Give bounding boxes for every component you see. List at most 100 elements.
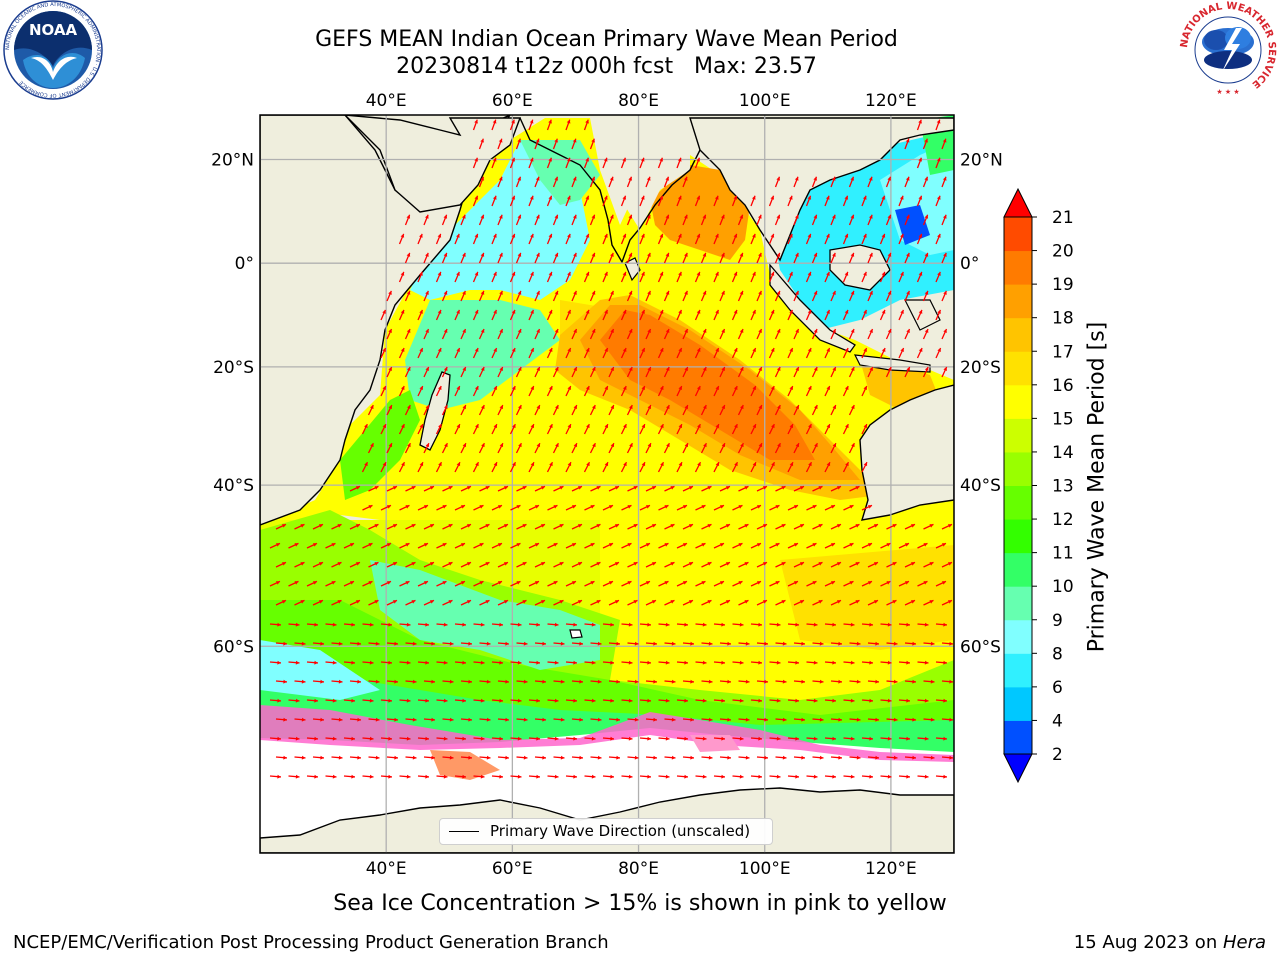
- lat-label-right: 20°S: [960, 358, 1001, 378]
- wave-arrow-head: [725, 486, 730, 490]
- wave-arrow-head: [738, 505, 743, 509]
- wave-arrow-head: [628, 622, 633, 627]
- wave-arrow-head: [696, 195, 701, 200]
- wave-arrow-head: [688, 524, 693, 528]
- wave-arrow-head: [610, 660, 614, 665]
- wave-arrow-head: [275, 581, 280, 585]
- wave-arrow-head: [799, 562, 804, 566]
- wave-arrow-head: [499, 214, 503, 219]
- wave-arrow-head: [400, 233, 405, 238]
- wave-arrow-head: [530, 233, 534, 238]
- wave-arrow-head: [332, 774, 337, 779]
- wave-arrow-head: [682, 505, 687, 509]
- wave-arrow-head: [887, 736, 892, 741]
- wave-arrow-head: [832, 443, 837, 448]
- wave-arrow-head: [608, 505, 613, 509]
- wave-arrow-head: [560, 717, 565, 722]
- bay-of-bengal-orange: [650, 165, 750, 260]
- wave-arrow-head: [795, 774, 799, 779]
- wave-arrow-head: [518, 443, 522, 448]
- wave-arrow-head: [579, 641, 583, 646]
- wave-arrow-head: [739, 622, 744, 627]
- wave-arrow-head: [548, 347, 553, 352]
- wave-arrow-head: [314, 622, 318, 627]
- wave-arrow-head: [368, 581, 373, 585]
- wave-arrow-head: [892, 600, 897, 604]
- wave-arrow-head: [873, 600, 878, 604]
- lat-label-left: 0°: [235, 254, 254, 274]
- wave-arrow-head: [534, 543, 539, 547]
- wave-arrow-head: [707, 486, 712, 490]
- wave-arrow-head: [590, 505, 595, 509]
- wave-arrow-head: [388, 698, 392, 703]
- wave-arrow-head: [382, 462, 387, 467]
- wave-arrow-head: [622, 386, 627, 391]
- wave-arrow-head: [616, 679, 620, 684]
- wave-arrow-head: [789, 347, 793, 352]
- wave-arrow-head: [573, 774, 577, 779]
- wave-arrow-head: [474, 119, 478, 124]
- wave-arrow-head: [733, 233, 738, 238]
- wave-arrow-head: [591, 698, 596, 703]
- wave-arrow-head: [771, 462, 775, 467]
- wave-arrow-head: [850, 698, 855, 703]
- wave-arrow-head: [554, 774, 559, 779]
- wave-arrow-head: [814, 405, 818, 410]
- wave-arrow-head: [762, 562, 767, 566]
- wave-arrow-head: [300, 524, 305, 528]
- wave-arrow-head: [826, 309, 830, 314]
- wave-arrow-head: [628, 176, 632, 181]
- wave-arrow-head: [314, 736, 318, 741]
- wave-arrow-head: [813, 290, 818, 295]
- wave-arrow-head: [799, 600, 804, 604]
- wave-arrow-head: [475, 424, 479, 429]
- wave-arrow-head: [332, 736, 337, 741]
- wave-arrow-head: [703, 405, 707, 410]
- wave-arrow-head: [571, 505, 576, 509]
- wave-arrow-head: [807, 195, 812, 200]
- wave-arrow-head: [567, 424, 572, 429]
- wave-arrow-head: [438, 462, 442, 467]
- wave-arrow-head: [628, 660, 633, 665]
- wave-arrow-head: [851, 443, 855, 448]
- wave-arrow-head: [623, 424, 627, 429]
- wave-arrow-head: [448, 562, 453, 566]
- wave-arrow-head: [677, 195, 682, 200]
- wave-arrow-head: [844, 233, 849, 238]
- wave-arrow-head: [781, 524, 786, 528]
- wave-arrow-head: [431, 641, 435, 646]
- arabian-sea-green: [520, 140, 600, 205]
- wave-arrow-head: [647, 736, 651, 741]
- wave-arrow-head: [670, 600, 675, 604]
- wave-arrow-head: [443, 252, 448, 257]
- wave-arrow-head: [844, 271, 849, 276]
- wave-arrow-head: [357, 679, 361, 684]
- wave-arrow-head: [659, 309, 664, 314]
- wave-arrow-head: [807, 233, 812, 238]
- wave-arrow-head: [462, 622, 466, 627]
- wave-arrow-head: [912, 717, 916, 722]
- wave-arrow-head: [838, 679, 842, 684]
- wave-arrow-head: [567, 386, 571, 391]
- wave-arrow-head: [947, 524, 952, 528]
- wave-arrow-head: [887, 367, 892, 372]
- wave-arrow-head: [924, 736, 929, 741]
- wave-arrow-head: [794, 176, 799, 181]
- wave-arrow-head: [419, 424, 424, 429]
- wave-arrow-head: [893, 755, 898, 760]
- wave-arrow-head: [423, 505, 428, 509]
- wave-arrow-head: [904, 581, 909, 585]
- wave-arrow-head: [517, 698, 522, 703]
- wave-arrow-head: [522, 562, 527, 566]
- wave-arrow-head: [799, 524, 804, 528]
- wave-arrow-head: [549, 424, 553, 429]
- wave-arrow-head: [924, 176, 928, 181]
- wave-arrow-head: [332, 622, 337, 627]
- lat-label-right: 0°: [960, 254, 979, 274]
- wave-arrow-head: [869, 736, 873, 741]
- wave-arrow-head: [548, 309, 553, 314]
- wave-arrow-head: [942, 176, 947, 181]
- colorbar-segment: [1004, 351, 1032, 386]
- colorbar-tick-label: 8: [1052, 644, 1063, 664]
- wave-arrow-head: [573, 214, 577, 219]
